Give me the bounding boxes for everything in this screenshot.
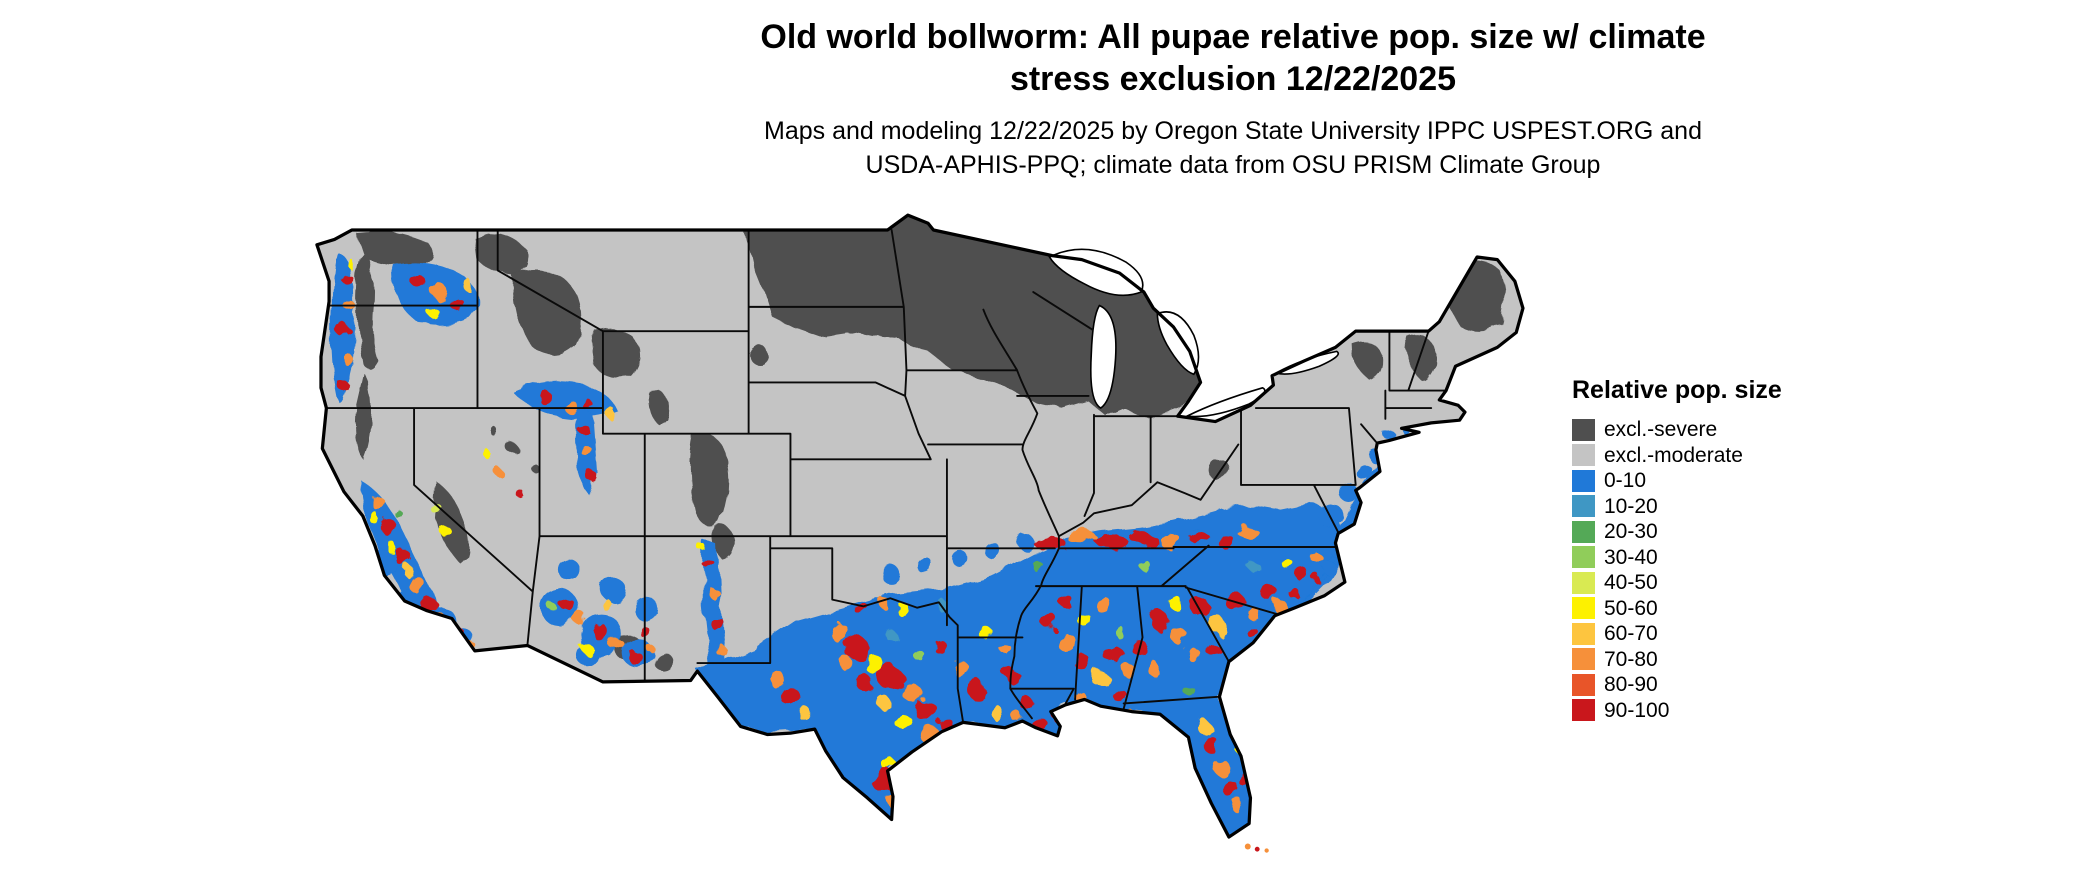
legend-item: 40-50	[1572, 570, 1832, 596]
legend-label: 20-30	[1604, 520, 1658, 544]
legend-label: excl.-severe	[1604, 418, 1718, 442]
figure-header: Old world bollworm: All pupae relative p…	[0, 16, 2100, 182]
population-hotspots	[337, 259, 1324, 815]
legend-label: excl.-moderate	[1604, 443, 1743, 467]
map-title: Old world bollworm: All pupae relative p…	[0, 16, 2100, 100]
map-title-line2: stress exclusion 12/22/2025	[1009, 60, 1457, 98]
legend-swatch	[1572, 444, 1595, 467]
great-lakes	[1048, 248, 1340, 418]
legend-label: 60-70	[1604, 622, 1658, 646]
legend-label: 70-80	[1604, 647, 1658, 671]
legend-item: 70-80	[1572, 647, 1832, 673]
legend-item: 0-10	[1572, 468, 1832, 494]
state-borders	[325, 229, 1448, 724]
legend-swatch	[1572, 546, 1595, 569]
legend-swatch	[1572, 571, 1595, 594]
legend-item: 60-70	[1572, 621, 1832, 647]
legend-title: Relative pop. size	[1572, 376, 1782, 404]
florida-keys	[1244, 843, 1269, 853]
map-subtitle: Maps and modeling 12/22/2025 by Oregon S…	[0, 114, 2100, 182]
us-map	[310, 203, 1538, 891]
lake-huron	[1156, 311, 1200, 376]
legend-swatch	[1572, 469, 1595, 492]
legend-item: 90-100	[1572, 698, 1832, 724]
legend-swatch	[1572, 520, 1595, 543]
legend-swatch	[1572, 597, 1595, 620]
map-subtitle-line1: Maps and modeling 12/22/2025 by Oregon S…	[764, 117, 1702, 145]
legend-item: 50-60	[1572, 596, 1832, 622]
legend-label: 50-60	[1604, 596, 1658, 620]
legend-swatch	[1572, 495, 1595, 518]
legend-item: 30-40	[1572, 545, 1832, 571]
legend-item: excl.-severe	[1572, 417, 1832, 443]
us-map-svg	[315, 213, 1525, 853]
legend-label: 30-40	[1604, 545, 1658, 569]
legend-label: 10-20	[1604, 494, 1658, 518]
legend-swatch	[1572, 699, 1595, 722]
legend-item: 80-90	[1572, 672, 1832, 698]
lake-superior	[1048, 248, 1144, 297]
lake-michigan	[1090, 304, 1117, 409]
legend-label: 90-100	[1604, 698, 1670, 722]
legend-swatch	[1572, 622, 1595, 645]
legend-item: 20-30	[1572, 519, 1832, 545]
map-title-line1: Old world bollworm: All pupae relative p…	[760, 18, 1706, 56]
legend-item: excl.-moderate	[1572, 443, 1832, 469]
legend: Relative pop. size excl.-severe excl.-mo…	[1572, 376, 1832, 723]
legend-swatch	[1572, 418, 1595, 441]
legend-swatch	[1572, 673, 1595, 696]
map-subtitle-line2: USDA-APHIS-PPQ; climate data from OSU PR…	[865, 151, 1601, 179]
legend-label: 40-50	[1604, 571, 1658, 595]
legend-label: 80-90	[1604, 673, 1658, 697]
legend-rows: excl.-severe excl.-moderate 0-10 10-20 2…	[1572, 417, 1832, 723]
legend-label: 0-10	[1604, 469, 1647, 493]
legend-swatch	[1572, 648, 1595, 671]
legend-item: 10-20	[1572, 494, 1832, 520]
